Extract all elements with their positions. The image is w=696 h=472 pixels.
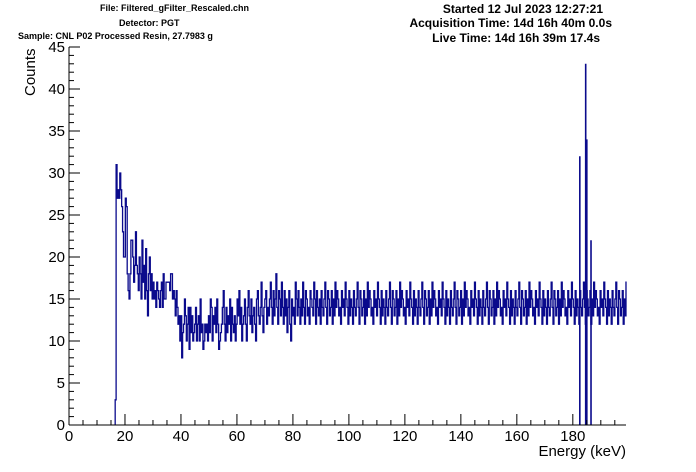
y-axis-title: Counts [22,48,39,96]
x-tick-label: 40 [173,428,190,445]
y-tick-label: 45 [48,39,65,56]
y-tick-label: 5 [57,375,65,392]
x-tick-label: 100 [336,428,361,445]
y-tick-label: 35 [48,123,65,140]
sample-label: Sample: CNL P02 Processed Resin, 27.7983… [18,31,213,41]
x-tick-label: 80 [285,428,302,445]
x-tick-label: 180 [560,428,585,445]
y-tick-label: 30 [48,165,65,182]
x-tick-label: 140 [448,428,473,445]
plot-area [114,63,627,425]
started-label: Started 12 Jul 2023 12:27:21 [442,2,603,16]
x-tick-label: 60 [229,428,246,445]
detector-label: Detector: PGT [119,18,180,28]
axes: 0 20 40 60 80 100 120 140 160 180 0 5 10 15 20 25 30 35 40… [48,39,626,445]
spectrum-series [114,163,627,425]
y-tick-label: 10 [48,333,65,350]
y-tick-label: 0 [57,417,65,434]
y-tick-label: 40 [48,81,65,98]
x-tick-label: 160 [504,428,529,445]
x-tick-label: 20 [117,428,134,445]
x-tick-label: 120 [392,428,417,445]
x-axis-title: Energy (keV) [538,443,626,460]
file-label: File: Filtered_gFilter_Rescaled.chn [100,3,250,13]
acquisition-time-label: Acquisition Time: 14d 16h 40m 0.0s [409,16,612,30]
y-tick-label: 15 [48,291,65,308]
live-time-label: Live Time: 14d 16h 39m 17.4s [432,31,600,45]
x-tick-label: 0 [65,428,73,445]
y-tick-label: 25 [48,207,65,224]
y-tick-label: 20 [48,249,65,266]
